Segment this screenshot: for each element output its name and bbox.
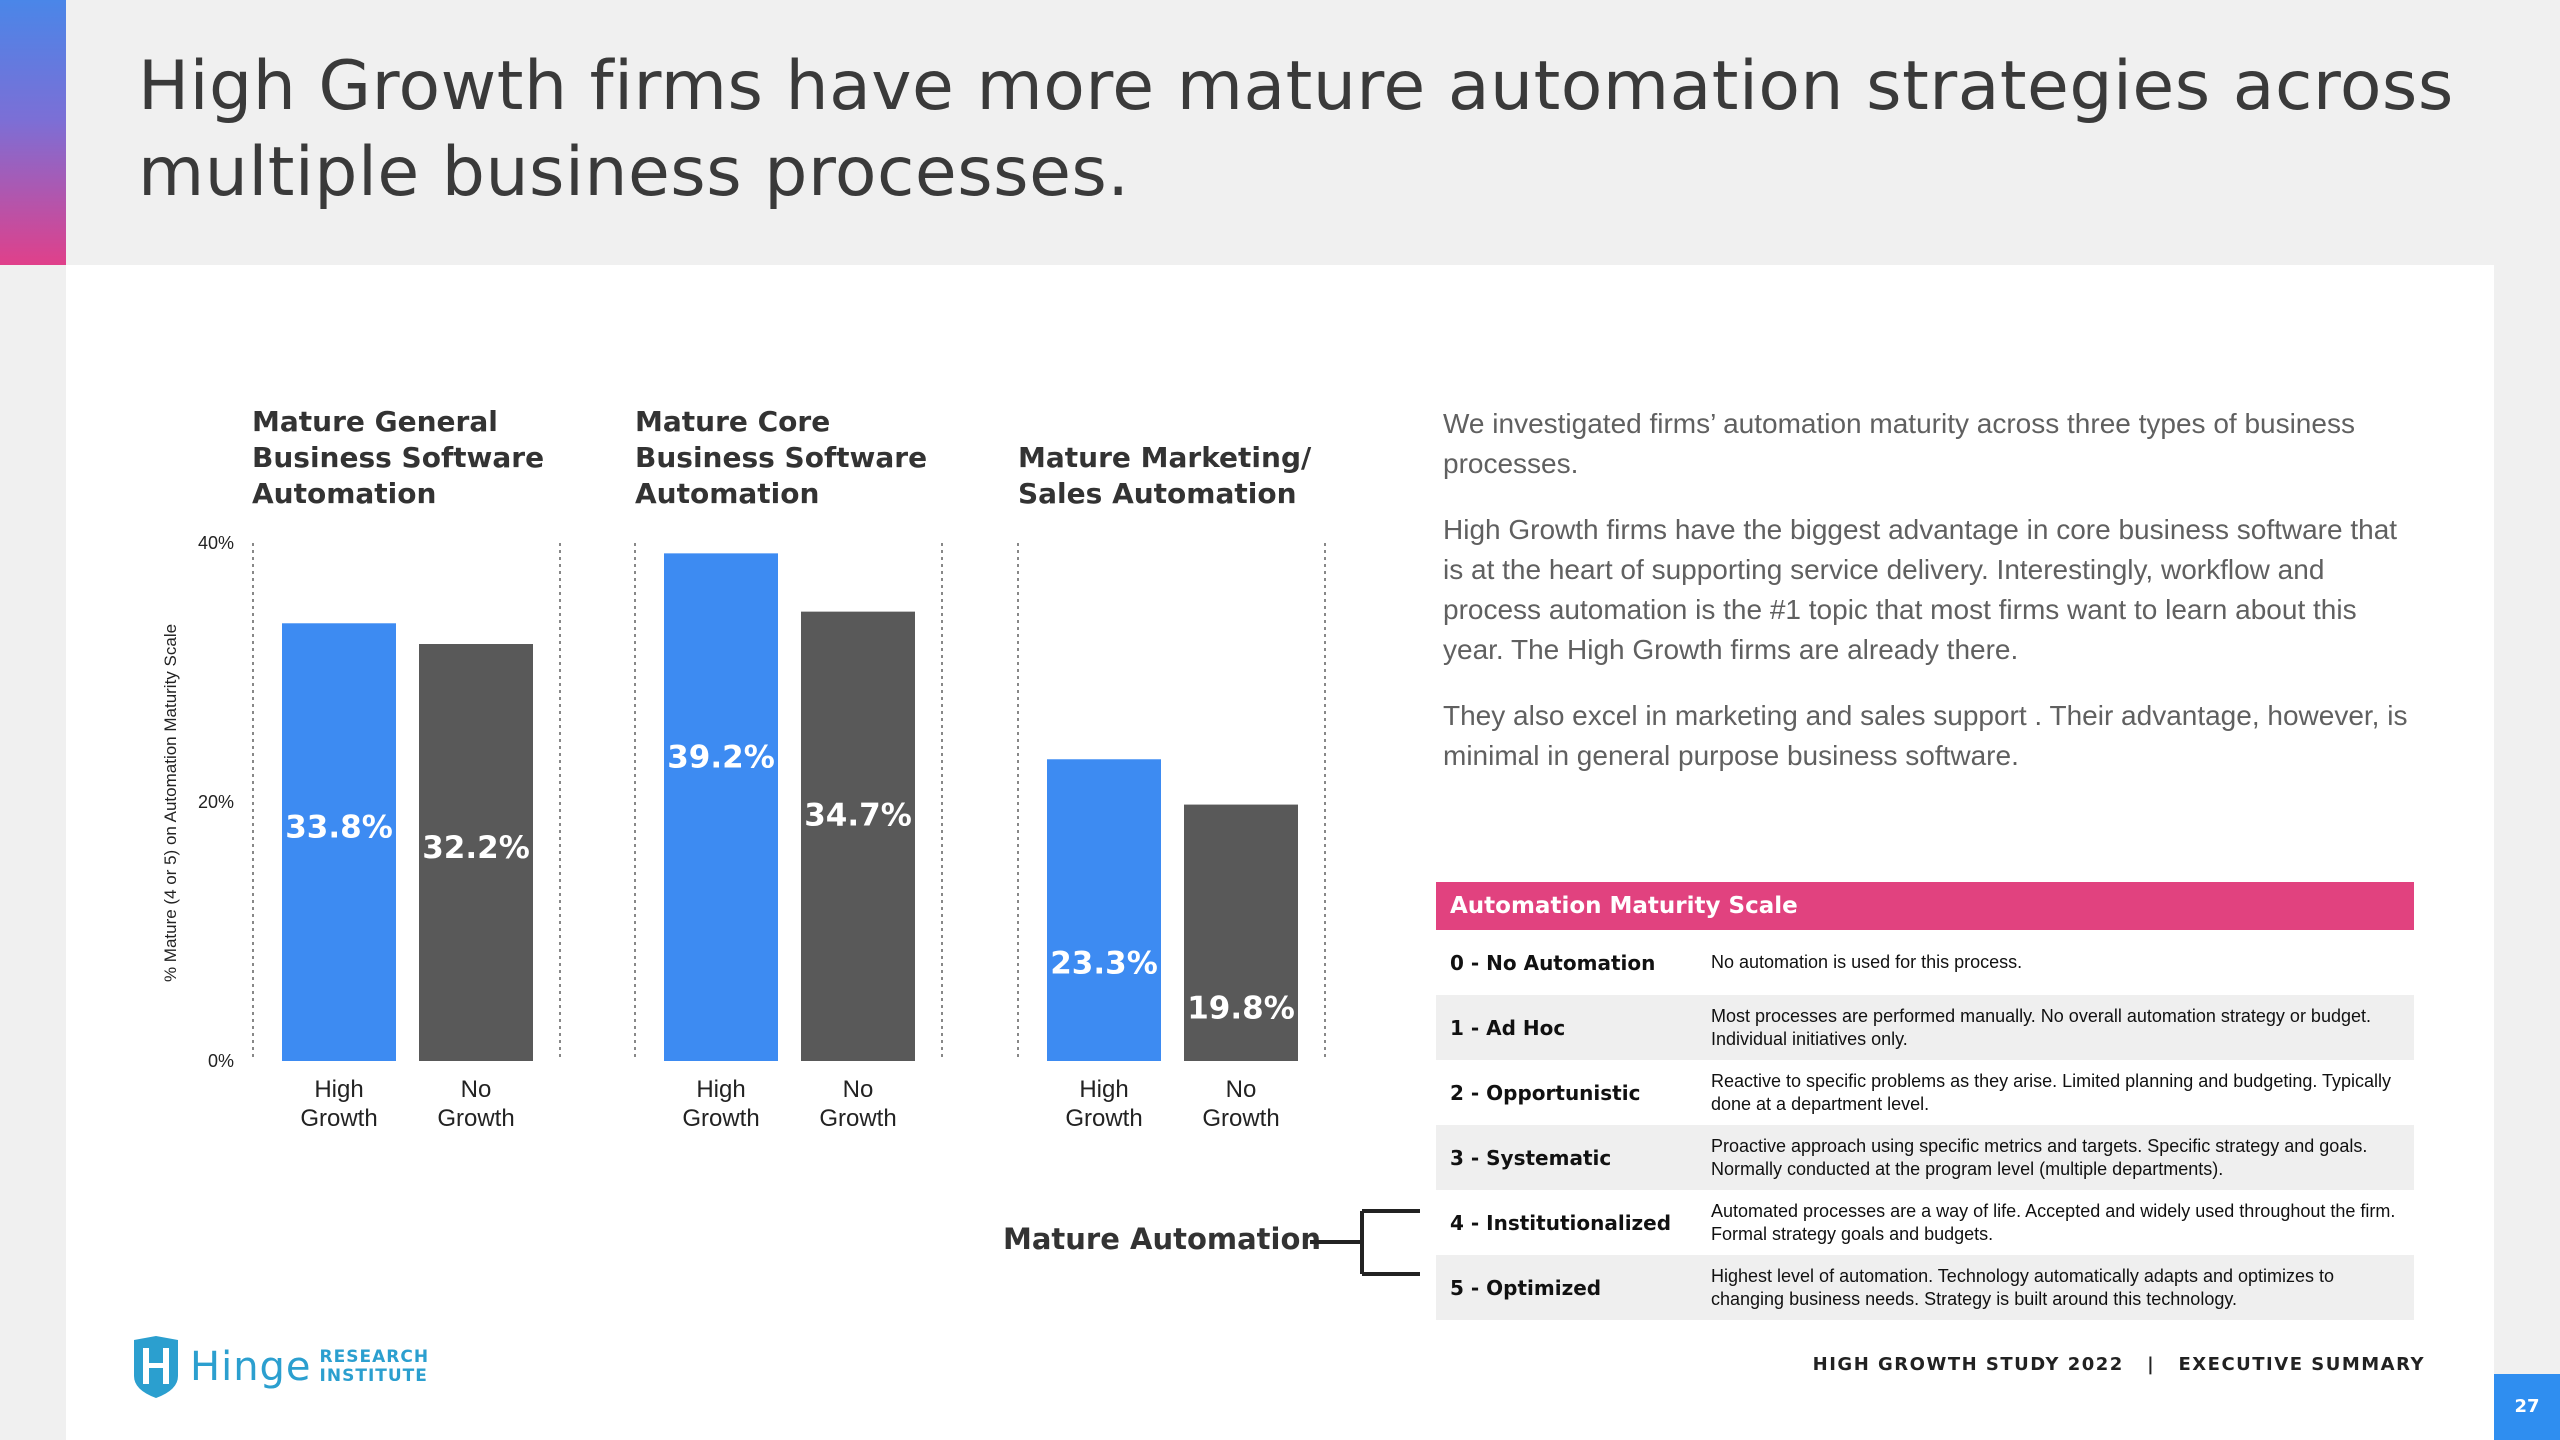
maturity-level: 3 - Systematic	[1450, 1145, 1612, 1170]
bar-value-label: 39.2%	[667, 739, 775, 775]
body-paragraph-1: We investigated firms’ automation maturi…	[1443, 408, 2355, 479]
page-number: 27	[2494, 1374, 2560, 1440]
bar	[282, 623, 396, 1061]
maturity-row: 1 - Ad Hoc Most processes are performed …	[1436, 995, 2414, 1060]
maturity-desc: Highest level of automation. Technology …	[1711, 1265, 2335, 1309]
chart-title-general: Mature General Business Software Automat…	[252, 404, 544, 512]
chart-title-line: Business Software	[635, 441, 928, 474]
category-label: Growth	[682, 1105, 759, 1132]
maturity-desc: No automation is used for this process.	[1711, 952, 2023, 972]
category-label: Growth	[300, 1105, 377, 1132]
maturity-row: 3 - Systematic Proactive approach using …	[1436, 1125, 2414, 1190]
category-label: High	[1079, 1076, 1128, 1103]
bar	[664, 553, 778, 1061]
hinge-logo-icon	[134, 1336, 178, 1398]
maturity-level: 4 - Institutionalized	[1450, 1210, 1672, 1235]
y-tick-label: 0%	[208, 1051, 234, 1071]
category-label: Growth	[819, 1105, 896, 1132]
bar-value-label: 32.2%	[422, 830, 530, 866]
maturity-level: 1 - Ad Hoc	[1450, 1015, 1566, 1040]
y-tick-label: 40%	[198, 533, 234, 553]
chart-title-line: Mature General	[252, 405, 498, 438]
bar	[419, 644, 533, 1061]
category-label: High	[314, 1076, 363, 1103]
y-axis-title: % Mature (4 or 5) on Automation Maturity…	[161, 624, 180, 982]
bar-value-label: 34.7%	[804, 798, 912, 834]
chart-title-line: Mature Core	[635, 405, 831, 438]
bar-value-label: 33.8%	[285, 809, 393, 845]
maturity-row: 2 - Opportunistic Reactive to specific p…	[1436, 1060, 2414, 1125]
body-text: We investigated firms’ automation maturi…	[1443, 404, 2423, 802]
category-label: No	[1226, 1076, 1257, 1103]
bar-value-label: 23.3%	[1050, 945, 1158, 981]
body-paragraph-3: They also excel in marketing and sales s…	[1443, 700, 2408, 771]
logo-subtitle: RESEARCH INSTITUTE	[320, 1348, 430, 1386]
maturity-desc: Proactive approach using specific metric…	[1711, 1135, 2368, 1179]
mature-automation-label: Mature Automation	[1003, 1222, 1322, 1256]
chart-title-line: Automation	[252, 477, 437, 510]
hinge-logo: Hinge RESEARCH INSTITUTE	[130, 1336, 429, 1398]
logo-subtitle-line: INSTITUTE	[319, 1366, 428, 1386]
category-label: No	[843, 1076, 874, 1103]
maturity-level: 2 - Opportunistic	[1450, 1080, 1641, 1105]
bracket-icon	[1310, 1209, 1420, 1276]
maturity-desc: Most processes are performed manually. N…	[1711, 1005, 2371, 1049]
maturity-scale-header: Automation Maturity Scale	[1436, 882, 2414, 930]
chart-title-line: Mature Marketing/	[1018, 441, 1312, 474]
category-label: High	[696, 1076, 745, 1103]
bar	[801, 611, 915, 1061]
bar	[1047, 759, 1161, 1061]
maturity-desc: Automated processes are a way of life. A…	[1711, 1200, 2396, 1244]
maturity-row: 4 - Institutionalized Automated processe…	[1436, 1190, 2414, 1255]
chart-title-core: Mature Core Business Software Automation	[635, 404, 927, 512]
chart-title-marketing: Mature Marketing/ Sales Automation	[1018, 440, 1311, 512]
maturity-scale-table: Automation Maturity Scale 0 - No Automat…	[1436, 882, 2414, 1320]
logo-subtitle-line: RESEARCH	[319, 1347, 430, 1367]
category-label: No	[461, 1076, 492, 1103]
accent-stripe	[0, 0, 66, 265]
category-label: Growth	[437, 1105, 514, 1132]
category-label: Growth	[1065, 1105, 1142, 1132]
maturity-row: 5 - Optimized Highest level of automatio…	[1436, 1255, 2414, 1320]
page-title: High Growth firms have more mature autom…	[138, 47, 2454, 212]
logo-wordmark: Hinge	[190, 1344, 312, 1390]
chart-title-line: Automation	[635, 477, 820, 510]
bar-value-label: 19.8%	[1187, 991, 1295, 1027]
maturity-level: 5 - Optimized	[1450, 1275, 1602, 1300]
maturity-desc: Reactive to specific problems as they ar…	[1711, 1070, 2392, 1114]
body-paragraph-2: High Growth firms have the biggest advan…	[1443, 514, 2398, 665]
y-tick-label: 20%	[198, 792, 234, 812]
category-label: Growth	[1202, 1105, 1279, 1132]
footer-text: HIGH GROWTH STUDY 2022 | EXECUTIVE SUMMA…	[1812, 1354, 2425, 1375]
maturity-level: 0 - No Automation	[1450, 950, 1656, 975]
chart-title-line: Business Software	[252, 441, 545, 474]
chart-title-line: Sales Automation	[1018, 477, 1297, 510]
bar-chart: % Mature (4 or 5) on Automation Maturity…	[161, 533, 1326, 1132]
maturity-row: 0 - No Automation No automation is used …	[1436, 930, 2414, 995]
bar	[1184, 804, 1298, 1061]
